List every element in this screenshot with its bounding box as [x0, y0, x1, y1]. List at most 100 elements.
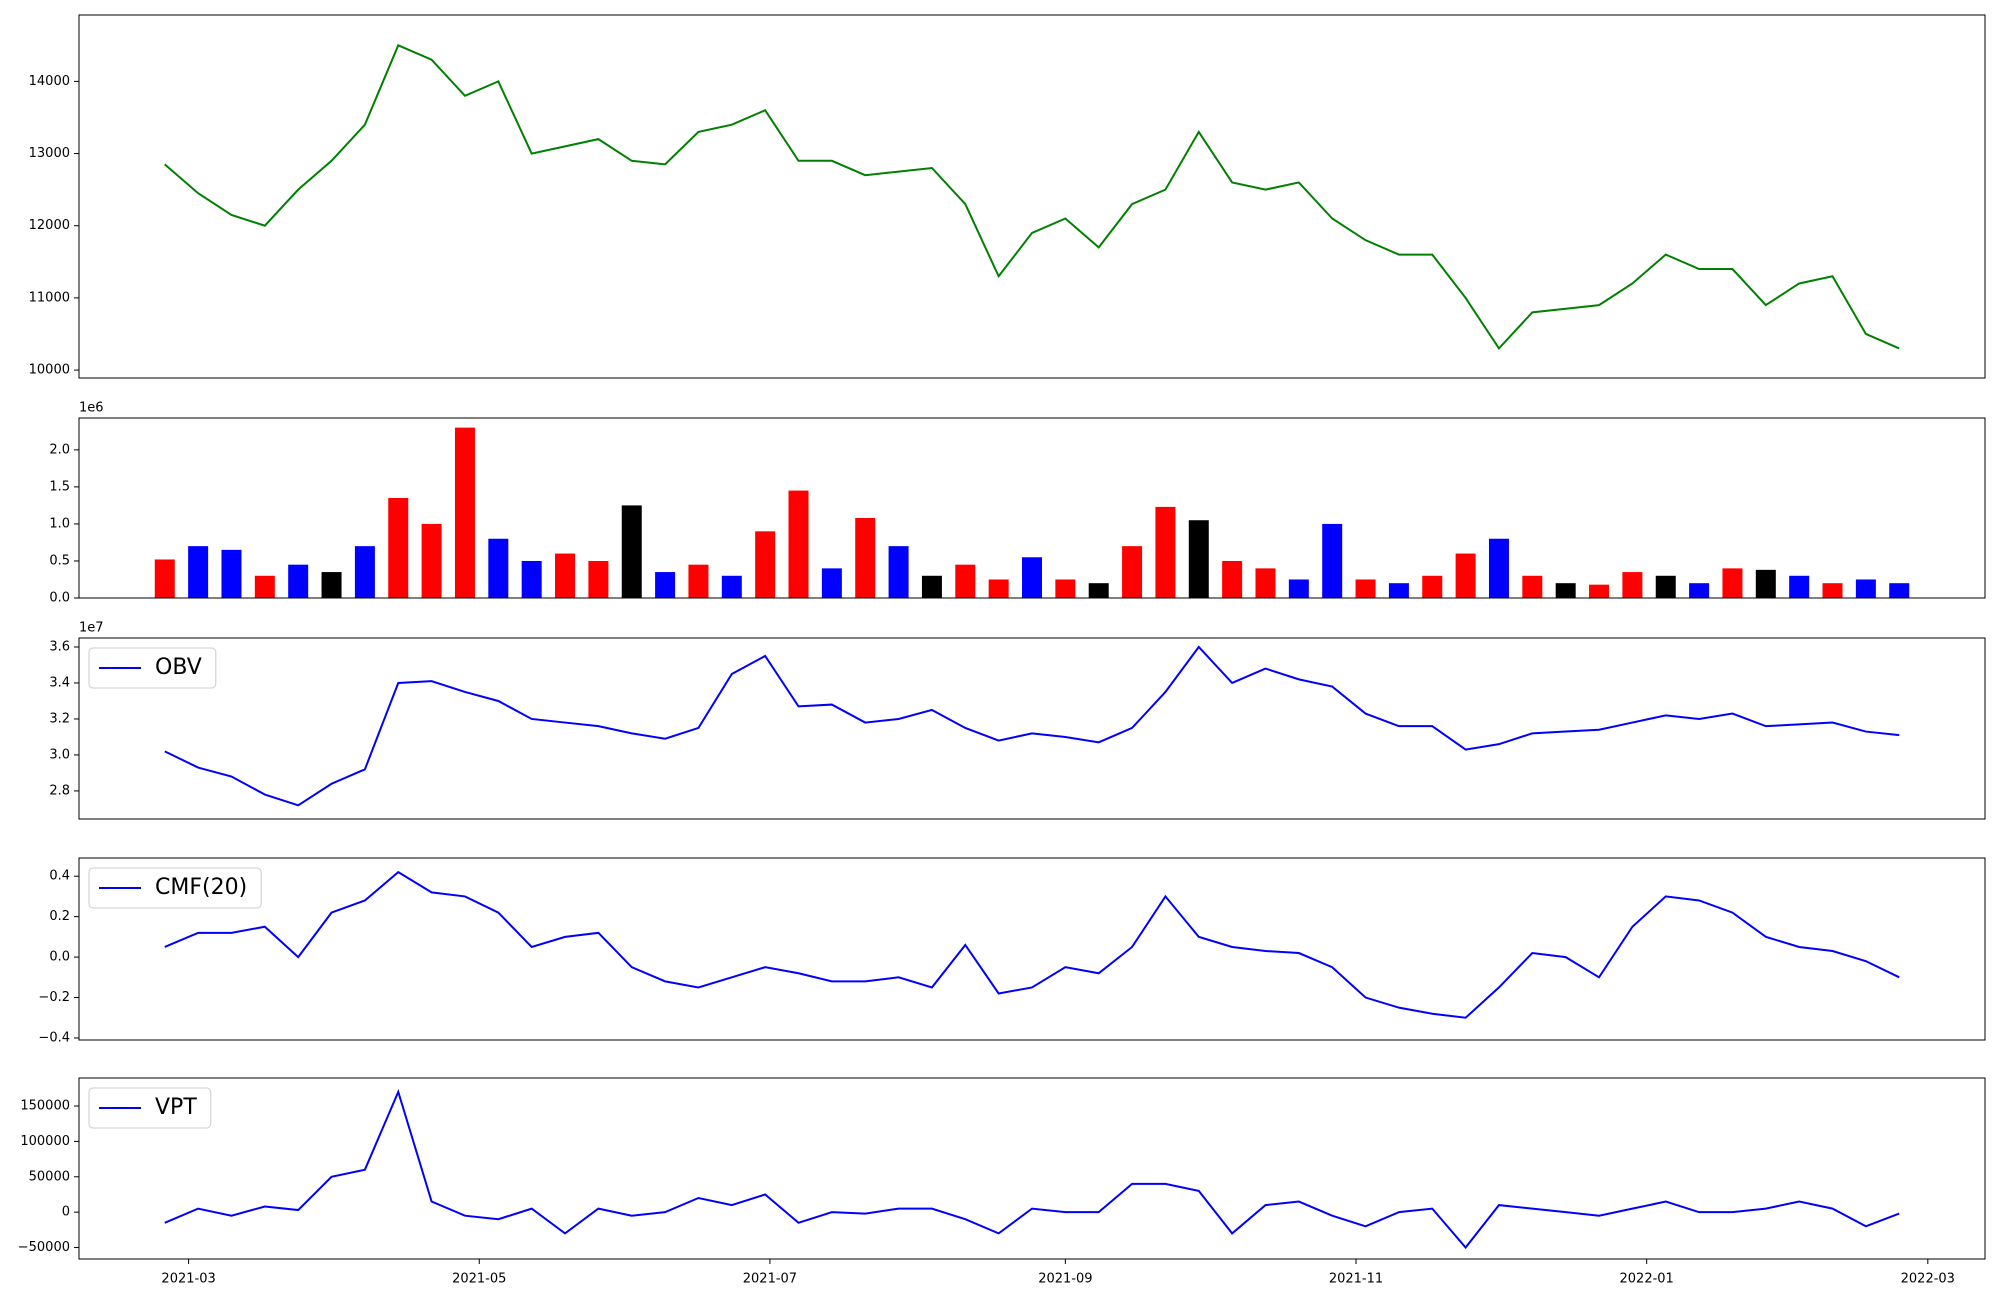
y-tick-label: 3.6: [49, 639, 70, 654]
bar: [1889, 583, 1910, 598]
bar: [354, 546, 375, 598]
bar: [1855, 579, 1876, 598]
bar: [688, 564, 709, 598]
y-tick-label: 13000: [29, 146, 70, 161]
x-tick-label: 2021-11: [1329, 1272, 1383, 1287]
x-tick-label: 2022-03: [1901, 1272, 1955, 1287]
y-tick-label: 12000: [29, 218, 70, 233]
plot-frame: [78, 857, 1986, 1041]
bar: [488, 538, 509, 598]
bar: [1755, 569, 1776, 598]
bar: [288, 564, 309, 598]
y-tick-label: 3.2: [49, 711, 70, 726]
bar: [1422, 575, 1443, 598]
bar: [555, 553, 576, 598]
bar: [955, 564, 976, 598]
plot-frame: [78, 637, 1986, 820]
bar: [655, 572, 676, 598]
y-tick-label: 11000: [29, 290, 70, 305]
y-tick-label: 100000: [20, 1134, 70, 1149]
bar: [1722, 568, 1743, 598]
bar: [1589, 584, 1610, 598]
legend-box: [88, 1087, 212, 1129]
bar: [1222, 560, 1243, 598]
line: [164, 870, 1900, 1019]
y-tick-label: 10000: [29, 363, 70, 378]
bar: [721, 575, 742, 598]
plot-frame: [78, 1077, 1986, 1260]
legend-box: [88, 647, 217, 689]
y-tick-label: 2.8: [49, 783, 70, 798]
bar: [1155, 506, 1176, 598]
bar: [1355, 579, 1376, 598]
x-tick-label: 2021-07: [743, 1272, 797, 1287]
bar: [521, 560, 542, 598]
bar: [888, 546, 909, 598]
y-tick-label: 0.4: [49, 869, 70, 884]
y-tick-label: 0.0: [49, 591, 70, 606]
y-tick-label: 150000: [20, 1099, 70, 1114]
bar: [1055, 579, 1076, 598]
offset-label: 1e7: [79, 621, 104, 636]
bar: [588, 560, 609, 598]
line: [164, 43, 1900, 351]
y-tick-label: −0.4: [38, 1030, 70, 1045]
y-tick-label: 2.0: [49, 442, 70, 457]
line: [164, 645, 1900, 807]
x-tick-label: 2021-05: [452, 1272, 506, 1287]
legend-box: [88, 867, 262, 909]
bar: [1322, 523, 1343, 598]
y-tick-label: 0: [62, 1205, 70, 1220]
y-tick-label: 50000: [29, 1169, 70, 1184]
bar: [421, 523, 442, 598]
offset-label: 1e6: [79, 401, 104, 416]
bar: [1622, 572, 1643, 598]
y-tick-label: 0.0: [49, 950, 70, 965]
bar: [388, 498, 409, 598]
bar: [621, 505, 642, 598]
y-tick-label: 14000: [29, 74, 70, 89]
plot-frame: [78, 14, 1986, 379]
bar: [1088, 583, 1109, 598]
bar: [1655, 575, 1676, 598]
bar: [188, 546, 209, 598]
y-tick-label: 1.0: [49, 516, 70, 531]
bar: [221, 549, 242, 598]
y-tick-label: 1.5: [49, 479, 70, 494]
bar: [1388, 583, 1409, 598]
bar: [1689, 583, 1710, 598]
bar: [921, 575, 942, 598]
y-tick-label: 3.0: [49, 747, 70, 762]
y-tick-label: 0.5: [49, 553, 70, 568]
x-tick-label: 2021-03: [161, 1272, 215, 1287]
y-tick-label: 0.2: [49, 909, 70, 924]
line: [164, 1088, 1900, 1250]
bar: [1488, 538, 1509, 598]
plot-frame: [78, 417, 1986, 599]
bar: [855, 518, 876, 598]
bar: [321, 572, 342, 598]
x-tick-label: 2022-01: [1620, 1272, 1674, 1287]
bar: [1522, 575, 1543, 598]
bar: [1822, 583, 1843, 598]
bar: [1022, 557, 1042, 598]
bar: [1455, 553, 1476, 598]
x-tick-label: 2021-09: [1038, 1272, 1092, 1287]
bar: [1255, 568, 1276, 598]
bar: [755, 531, 776, 598]
bar: [788, 490, 809, 598]
legend-label: CMF(20): [155, 875, 247, 900]
bar: [1789, 575, 1810, 598]
bar: [1188, 520, 1209, 598]
bar: [988, 579, 1009, 598]
bar: [1555, 583, 1576, 598]
bar: [1122, 546, 1143, 598]
bar: [821, 568, 842, 598]
y-tick-label: −50000: [18, 1240, 70, 1255]
bar: [1288, 579, 1309, 598]
y-tick-label: 3.4: [49, 675, 70, 690]
legend-label: OBV: [155, 655, 202, 680]
y-tick-label: −0.2: [38, 990, 70, 1005]
